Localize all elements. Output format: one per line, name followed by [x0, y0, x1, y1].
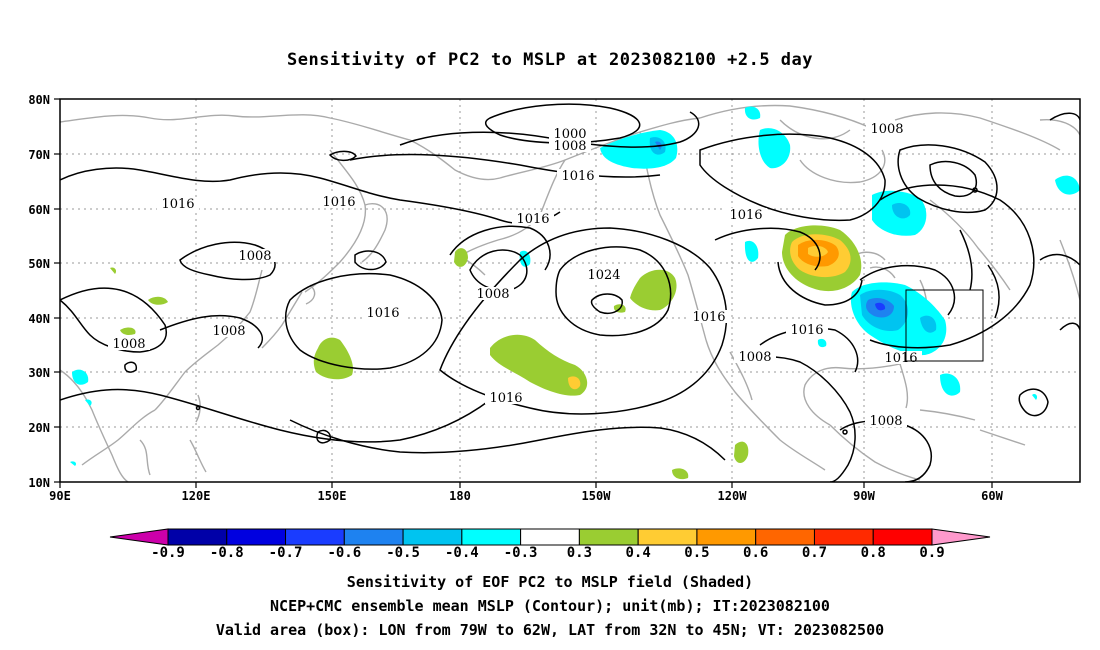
colorbar-label: -0.6	[327, 545, 361, 561]
contour-label: 1024	[587, 268, 620, 283]
contour-label: 1008	[553, 139, 586, 154]
lon-label-90e: 90E	[49, 489, 71, 503]
colorbar-label: -0.5	[386, 545, 420, 561]
colorbar-box	[578, 528, 639, 546]
longitude-labels: 90E 120E 150E 180 150W 120W 90W 60W	[49, 489, 1003, 503]
colorbar-box	[285, 528, 345, 546]
contour-label: 1016	[561, 169, 594, 184]
colorbar: -0.9 -0.8 -0.7 -0.6 -0.5 -0.4 -0.3 0.3 0.4 0.5 0.6…	[109, 528, 991, 561]
colorbar-box	[813, 528, 874, 546]
contour-label: 1016	[729, 208, 762, 223]
lon-label-150w: 150W	[582, 489, 612, 503]
contour-label: 1008	[869, 414, 902, 429]
colorbar-high-end	[931, 528, 991, 546]
colorbar-labels: -0.9 -0.8 -0.7 -0.6 -0.5 -0.4 -0.3 0.3 0.4 0.5 0.6…	[151, 545, 945, 561]
colorbar-label: -0.4	[445, 545, 479, 561]
plot-border	[59, 98, 1081, 483]
contour-label: 1016	[516, 212, 549, 227]
contour-label: 1008	[238, 249, 271, 264]
lat-label-40n: 40N	[28, 312, 50, 326]
lat-label-50n: 50N	[28, 257, 50, 271]
lat-label-70n: 70N	[28, 148, 50, 162]
colorbar-boxes	[167, 528, 933, 546]
caption-shading: Sensitivity of EOF PC2 to MSLP field (Sh…	[346, 573, 754, 591]
colorbar-label: -0.7	[269, 545, 303, 561]
lon-label-180: 180	[449, 489, 471, 503]
contour-label: 1008	[112, 337, 145, 352]
colorbar-label: 0.8	[861, 545, 886, 561]
contour-label: 1008	[476, 287, 509, 302]
tick-marks	[54, 98, 993, 488]
colorbar-box	[696, 528, 757, 546]
colorbar-label: -0.3	[504, 545, 538, 561]
mslp-contours	[60, 103, 1080, 482]
lat-label-20n: 20N	[28, 421, 50, 435]
lat-label-30n: 30N	[28, 366, 50, 380]
lon-label-120e: 120E	[182, 489, 211, 503]
colorbar-box	[343, 528, 404, 546]
colorbar-label: -0.9	[151, 545, 185, 561]
colorbar-box	[402, 528, 463, 546]
colorbar-label: 0.7	[802, 545, 827, 561]
lon-label-90w: 90W	[853, 489, 875, 503]
colorbar-box	[755, 528, 815, 546]
colorbar-label: 0.6	[743, 545, 768, 561]
lon-label-120w: 120W	[718, 489, 748, 503]
gridlines	[60, 99, 1080, 482]
caption-valid-area: Valid area (box): LON from 79W to 62W, L…	[215, 621, 885, 639]
shaded-sensitivity	[70, 106, 1080, 480]
colorbar-box	[872, 528, 933, 546]
colorbar-box	[637, 528, 698, 546]
lat-label-60n: 60N	[28, 203, 50, 217]
colorbar-low-end	[109, 528, 169, 546]
lon-label-60w: 60W	[981, 489, 1003, 503]
contour-label: 1000	[553, 127, 586, 142]
contour-label: 1016	[322, 195, 355, 210]
lon-label-150e: 150E	[318, 489, 347, 503]
contour-label: 1016	[161, 197, 194, 212]
lat-label-10n: 10N	[28, 476, 50, 490]
colorbar-box	[461, 528, 522, 546]
contour-label: 1008	[870, 122, 903, 137]
contour-labels: 1000 1008 1016 1016 1016 1008 1008 1016 …	[108, 122, 922, 429]
contour-label: 1016	[790, 323, 823, 338]
colorbar-label: 0.5	[684, 545, 709, 561]
colorbar-label: 0.9	[919, 545, 944, 561]
contour-label: 1016	[489, 391, 522, 406]
colorbar-label: -0.8	[210, 545, 244, 561]
contour-label: 1016	[366, 306, 399, 321]
contour-label: 1008	[212, 324, 245, 339]
contour-label: 1008	[738, 350, 771, 365]
valid-area-box	[905, 289, 984, 362]
colorbar-label: 0.4	[626, 545, 651, 561]
contour-label: 1016	[692, 310, 725, 325]
latitude-labels: 80N 70N 60N 50N 40N 30N 20N 10N	[28, 93, 50, 490]
map-title: Sensitivity of PC2 to MSLP at 2023082100…	[286, 50, 813, 70]
colorbar-box	[226, 528, 287, 546]
caption-contour: NCEP+CMC ensemble mean MSLP (Contour); u…	[270, 597, 830, 615]
contour-label: 1016	[884, 351, 917, 366]
colorbar-box	[167, 528, 228, 546]
lat-label-80n: 80N	[28, 93, 50, 107]
colorbar-label: 0.3	[567, 545, 592, 561]
colorbar-box	[520, 528, 580, 546]
